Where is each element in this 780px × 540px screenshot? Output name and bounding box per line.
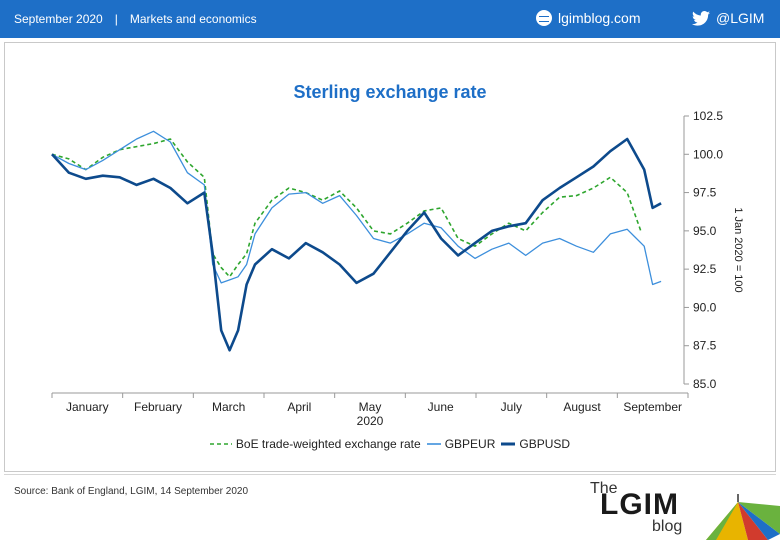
y-tick-label: 100.0 [693, 147, 723, 161]
footer-divider [4, 474, 776, 475]
x-year-label: 2020 [357, 414, 384, 428]
legend-item-gbpusd: GBPUSD [501, 437, 570, 451]
series-line-gbpusd [51, 137, 662, 352]
y-tick-label: 85.0 [693, 377, 717, 391]
legend-item-boe: BoE trade-weighted exchange rate [209, 437, 421, 451]
chart-legend: BoE trade-weighted exchange rate GBPEUR … [0, 437, 780, 451]
site-link[interactable]: lgimblog.com [536, 10, 640, 26]
x-tick-label-july: July [501, 400, 522, 414]
umbrella-icon [706, 494, 780, 540]
x-tick-label-august: August [563, 400, 601, 414]
legend-swatch-gbpusd [501, 442, 516, 446]
logo-the: The [590, 480, 618, 497]
twitter-bird-icon [692, 10, 710, 26]
legend-swatch-gbpeur [426, 443, 441, 445]
chart-frame [4, 42, 776, 472]
twitter-handle: @LGIM [716, 10, 765, 26]
site-label: lgimblog.com [558, 10, 641, 26]
lgim-blog-logo: The LGIM blog [588, 476, 780, 540]
globe-icon [536, 10, 552, 26]
logo-name: LGIM [600, 488, 679, 521]
x-tick-label-september: September [623, 400, 682, 414]
legend-label-boe: BoE trade-weighted exchange rate [235, 437, 421, 451]
header-separator: | [114, 12, 118, 26]
legend-swatch-boe [209, 443, 232, 445]
chart-title: Sterling exchange rate [293, 82, 487, 102]
series-line-boe-trade-weighted-exchange-rate [51, 138, 642, 278]
legend-label-gbpeur: GBPEUR [444, 437, 496, 451]
header-section: Markets and economics [129, 12, 257, 26]
x-tick-label-april: April [287, 400, 311, 414]
y-tick-label: 87.5 [693, 339, 717, 353]
x-tick-label-january: January [66, 400, 109, 414]
header-date: September 2020 [14, 12, 103, 26]
y-tick-label: 95.0 [693, 224, 717, 238]
series-layer [51, 130, 662, 352]
legend-item-gbpeur: GBPEUR [426, 437, 496, 451]
source-note: Source: Bank of England, LGIM, 14 Septem… [14, 486, 249, 497]
twitter-link[interactable]: @LGIM [692, 10, 764, 26]
header-left: September 2020 | Markets and economics [14, 12, 257, 26]
y-tick-label: 92.5 [693, 262, 717, 276]
x-tick-label-march: March [212, 400, 245, 414]
x-tick-label-may: May [359, 400, 382, 414]
logo-blog: blog [652, 518, 683, 535]
series-line-gbpeur [51, 130, 662, 286]
legend-label-gbpusd: GBPUSD [519, 437, 571, 451]
header-bar: September 2020 | Markets and economics lgi… [0, 0, 780, 38]
x-tick-label-february: February [134, 400, 182, 414]
y-tick-label: 90.0 [693, 300, 717, 314]
axis-layer: January February March April May June July Augu… [51, 109, 744, 428]
x-tick-label-june: June [428, 400, 454, 414]
y-axis-title: 1 Jan 2020 = 100 [732, 207, 744, 292]
y-tick-label: 97.5 [693, 186, 717, 200]
y-tick-label: 102.5 [693, 109, 723, 123]
